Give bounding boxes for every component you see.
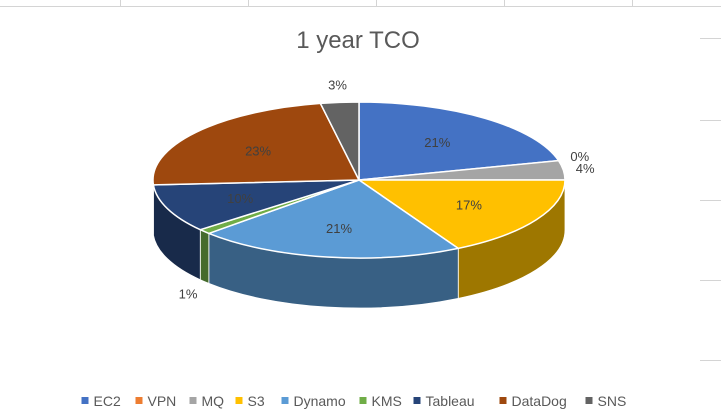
data-label-dynamo: 21% bbox=[326, 221, 352, 236]
legend-label: VPN bbox=[148, 393, 177, 409]
legend-item-ec2: EC2 bbox=[81, 393, 121, 409]
data-label-tableau: 10% bbox=[227, 191, 253, 206]
legend-label: Tableau bbox=[426, 393, 475, 409]
legend-label: MQ bbox=[202, 393, 225, 409]
pie-slice-sns bbox=[319, 101, 360, 181]
legend-item-mq: MQ bbox=[189, 393, 225, 409]
legend-swatch bbox=[189, 397, 197, 404]
legend-swatch bbox=[413, 397, 421, 404]
data-label-kms: 1% bbox=[179, 287, 198, 302]
pie-tops bbox=[152, 101, 566, 259]
legend-label: S3 bbox=[248, 393, 265, 409]
legend-swatch bbox=[135, 397, 143, 404]
legend-swatch bbox=[235, 397, 243, 404]
legend-label: SNS bbox=[598, 393, 627, 409]
legend-swatch bbox=[585, 397, 593, 404]
legend-label: EC2 bbox=[94, 393, 121, 409]
legend-item-kms: KMS bbox=[359, 393, 402, 409]
legend-label: KMS bbox=[372, 393, 402, 409]
data-labels: 21% 0%4% 17% 21% 1% 10% 23% 3% bbox=[179, 77, 595, 301]
data-label-sns: 3% bbox=[328, 77, 347, 92]
pie-slice-datadog bbox=[152, 102, 360, 186]
data-label-s3: 17% bbox=[456, 198, 482, 213]
legend-item-tableau: Tableau bbox=[413, 393, 475, 409]
legend-item-dynamo: Dynamo bbox=[281, 393, 346, 409]
legend-swatch bbox=[499, 397, 507, 404]
chart-title: 1 year TCO bbox=[296, 27, 420, 54]
pie-slice-tableau bbox=[152, 179, 360, 231]
legend-swatch bbox=[281, 397, 289, 404]
legend-item-sns: SNS bbox=[585, 393, 627, 409]
legend-label: DataDog bbox=[512, 393, 567, 409]
pie-sides bbox=[152, 179, 566, 309]
legend-swatch bbox=[81, 397, 89, 404]
legend-swatch bbox=[359, 397, 367, 404]
pie-slice-ec2 bbox=[358, 101, 560, 181]
data-label-datadog: 23% bbox=[245, 143, 271, 158]
pie-side-kms bbox=[199, 229, 210, 284]
pie-slice-dynamo bbox=[208, 179, 459, 259]
legend-item-vpn: VPN bbox=[135, 393, 177, 409]
legend: EC2 VPN MQ S3 Dynamo KMS Tableau DataDog SNS bbox=[81, 393, 627, 409]
pie-slice-s3 bbox=[358, 179, 566, 250]
data-label-ec2: 21% bbox=[424, 135, 450, 150]
data-label-mq: 4% bbox=[576, 161, 595, 176]
legend-label: Dynamo bbox=[294, 393, 346, 409]
legend-item-datadog: DataDog bbox=[499, 393, 567, 409]
data-label-vpn: 0% bbox=[570, 149, 589, 164]
legend-item-s3: S3 bbox=[235, 393, 265, 409]
